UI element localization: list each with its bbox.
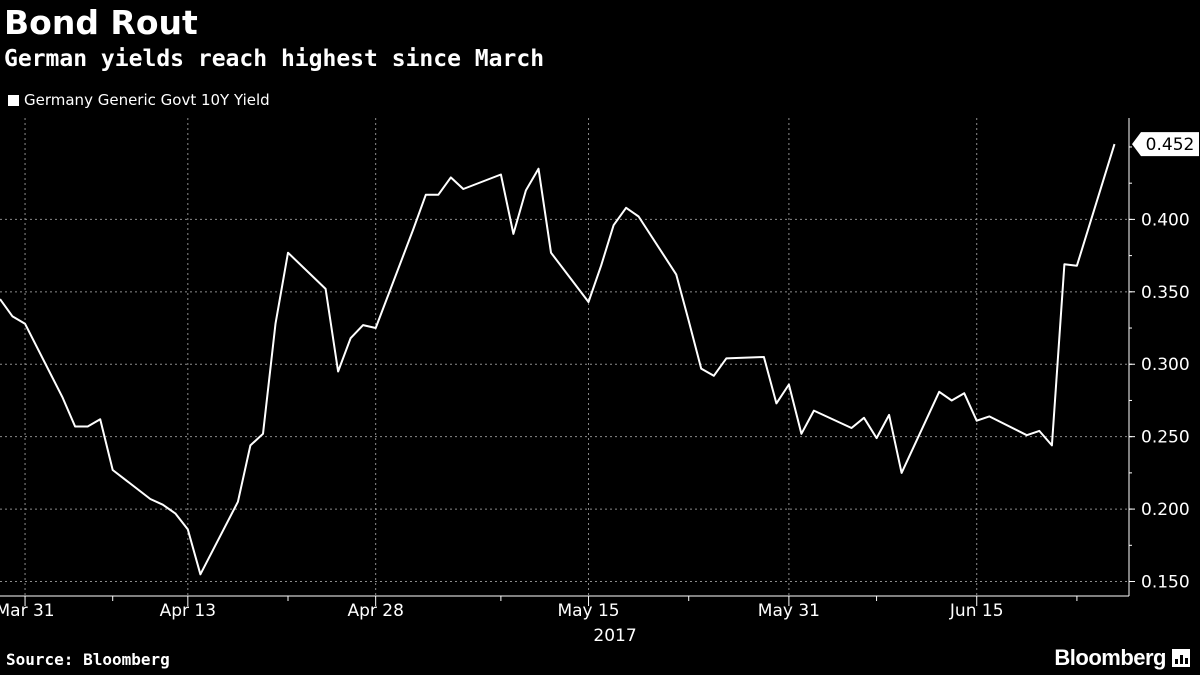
chart-subtitle: German yields reach highest since March xyxy=(4,46,545,72)
x-tick-label: Jun 15 xyxy=(949,601,1004,621)
chart-legend: Germany Generic Govt 10Y Yield xyxy=(8,91,270,109)
bloomberg-terminal-icon xyxy=(1172,649,1190,667)
y-tick-label: 0.250 xyxy=(1141,428,1190,448)
brand-name: Bloomberg xyxy=(1054,645,1166,670)
y-tick-label: 0.350 xyxy=(1141,283,1190,303)
y-tick-label: 0.400 xyxy=(1141,210,1190,230)
x-tick-label: Apr 28 xyxy=(347,601,403,621)
last-value-label: 0.452 xyxy=(1146,135,1195,155)
y-tick-label: 0.150 xyxy=(1141,573,1190,593)
legend-swatch xyxy=(8,94,19,106)
source-note: Source: Bloomberg xyxy=(6,650,170,669)
series-line xyxy=(0,143,1116,576)
brand-logo: Bloomberg xyxy=(1054,645,1190,671)
year-label: 2017 xyxy=(593,626,636,646)
last-value-callout xyxy=(1132,132,1199,157)
x-tick-label: Apr 13 xyxy=(160,601,216,621)
x-tick-label: May 15 xyxy=(557,601,619,621)
legend-label: Germany Generic Govt 10Y Yield xyxy=(24,91,270,109)
chart-title: Bond Rout xyxy=(4,3,198,42)
x-tick-label: Mar 31 xyxy=(0,601,55,621)
y-tick-label: 0.300 xyxy=(1141,355,1190,375)
y-tick-label: 0.200 xyxy=(1141,500,1190,520)
x-tick-label: May 31 xyxy=(758,601,820,621)
